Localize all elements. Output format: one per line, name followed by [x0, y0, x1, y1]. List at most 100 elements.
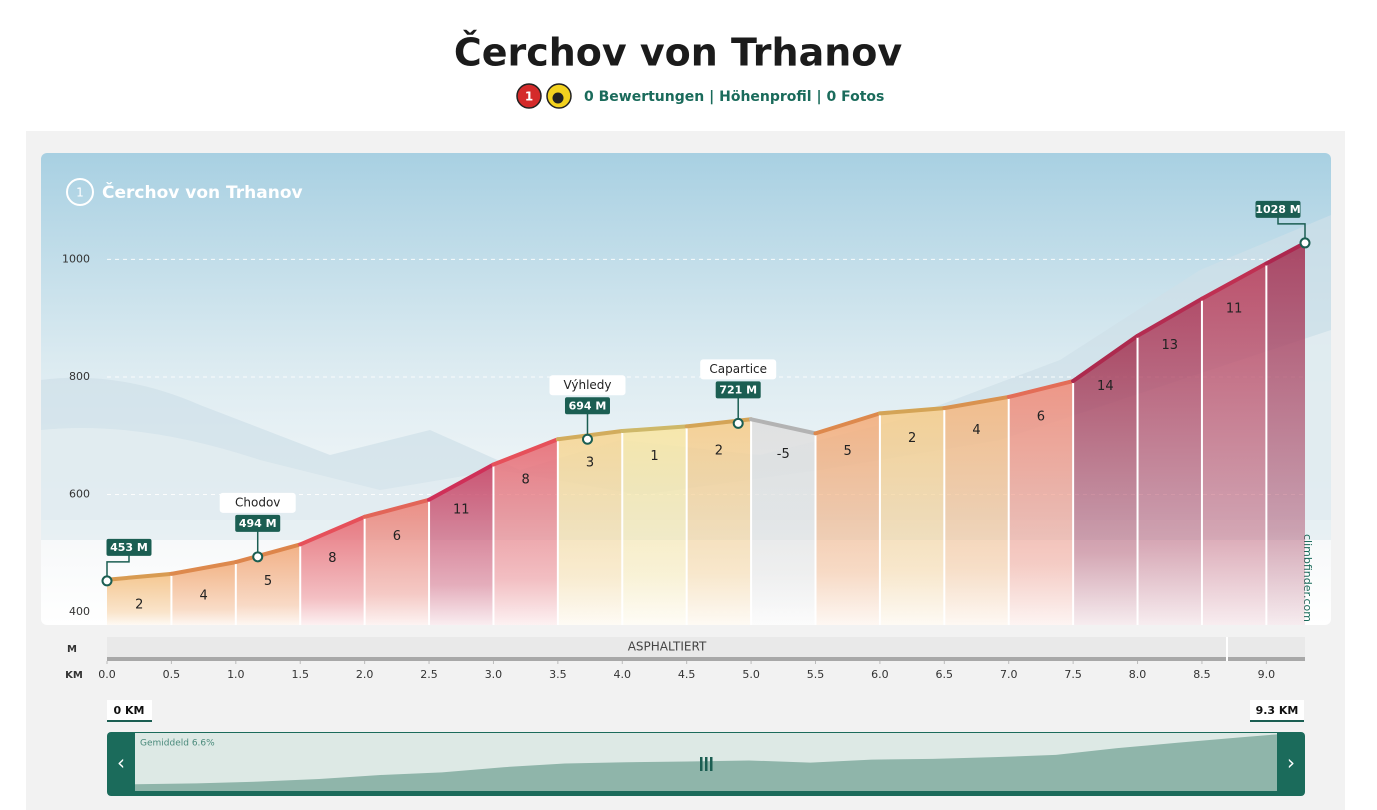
x-tick-label: 0.5	[163, 668, 181, 681]
surface-split	[1226, 637, 1228, 661]
place-name: Chodov	[235, 495, 280, 509]
elevation-box	[106, 538, 152, 556]
gradient-label: 5	[264, 574, 272, 589]
segment	[557, 431, 623, 625]
gradient-label: -5	[777, 447, 790, 462]
profile-line	[298, 514, 367, 547]
gradient-label: 2	[908, 431, 916, 446]
x-unit: KM	[65, 670, 83, 681]
segment	[1201, 263, 1267, 625]
x-tick-label: 8.0	[1129, 668, 1147, 681]
segment	[107, 573, 172, 625]
range-start: 0 KM	[114, 704, 145, 717]
gradient-label: 4	[199, 588, 207, 603]
page-title: Čerchov von Trhanov	[454, 31, 903, 75]
profile-line	[1135, 296, 1204, 338]
segment	[364, 499, 430, 625]
badge-number: 1	[525, 90, 533, 104]
minimap-handle[interactable]	[700, 757, 713, 771]
y-unit: M	[67, 644, 77, 655]
elevation-label: 494 M	[239, 517, 277, 530]
range-end-box	[1250, 700, 1304, 722]
gradient-label: 4	[972, 423, 980, 438]
gradient-label: 5	[844, 444, 852, 459]
x-tick-label: 8.5	[1193, 668, 1211, 681]
place-name: Capartice	[709, 362, 767, 376]
chart-badge	[66, 178, 94, 206]
elevation-box	[715, 381, 761, 399]
profile-line	[362, 497, 432, 519]
gradient-label: 2	[135, 597, 143, 612]
profile-line	[942, 394, 1011, 411]
marker	[1299, 237, 1311, 249]
link[interactable]: 0 Bewertungen	[584, 89, 704, 105]
segment	[171, 562, 236, 625]
profile-line	[491, 437, 560, 467]
profile-line	[749, 417, 818, 436]
profile-line	[1006, 379, 1076, 399]
profile-line	[233, 542, 303, 565]
profile-line	[105, 571, 174, 582]
range-start-line	[107, 720, 152, 722]
segment	[751, 419, 816, 625]
x-tick-label: 3.0	[485, 668, 503, 681]
x-tick-label: 0.0	[98, 668, 116, 681]
link[interactable]: Höhenprofil	[719, 89, 811, 105]
elevation-label: 1028 M	[1255, 203, 1300, 216]
segment	[235, 544, 301, 625]
gradient-label: 2	[715, 443, 723, 458]
segment	[1137, 298, 1202, 625]
gradient-label: 6	[1037, 410, 1045, 425]
segment	[944, 396, 1009, 625]
elevation-label: 694 M	[569, 399, 607, 412]
segment	[879, 408, 945, 625]
profile-line	[1071, 333, 1140, 384]
profile-line	[877, 406, 947, 416]
x-tick-label: 2.0	[356, 668, 374, 681]
difficulty-badge	[516, 83, 542, 109]
surface-bar	[107, 637, 1305, 658]
gradient-label: 1	[650, 449, 658, 464]
chart-title: Čerchov von Trhanov	[102, 181, 303, 203]
x-tick-label: 1.5	[291, 668, 309, 681]
profile-line	[1199, 261, 1269, 301]
gradient-label: 11	[1226, 302, 1243, 317]
minimap-left[interactable]: ‹	[117, 751, 125, 775]
elevation-box	[564, 397, 610, 415]
gradient-label: 8	[328, 551, 336, 566]
segment	[1266, 242, 1305, 626]
segment	[493, 439, 558, 625]
elevation-box	[1255, 200, 1301, 218]
surface-label: ASPHALTIERT	[628, 640, 707, 654]
x-tick-label: 4.5	[678, 668, 696, 681]
x-tick-label: 4.0	[614, 668, 632, 681]
bomb-icon	[552, 92, 564, 104]
place-name: Výhledy	[563, 378, 611, 392]
profile-line	[813, 411, 882, 436]
name-box	[219, 492, 296, 513]
x-tick-label: 6.5	[936, 668, 954, 681]
link[interactable]: 0 Fotos	[826, 89, 884, 105]
segment	[686, 419, 752, 625]
gradient-label: 8	[522, 472, 530, 487]
range-end-line	[1250, 720, 1304, 722]
profile-line	[620, 424, 689, 434]
segment	[1073, 335, 1138, 625]
name-box	[549, 375, 626, 396]
profile-line	[169, 560, 238, 576]
x-tick-label: 7.5	[1064, 668, 1082, 681]
minimap-right[interactable]: ›	[1287, 751, 1295, 775]
chart-badge-number: 1	[76, 186, 84, 200]
y-tick-label: 1000	[62, 252, 90, 265]
gradient-label: 14	[1097, 379, 1114, 394]
elevation-box	[235, 514, 281, 532]
range-end: 9.3 KM	[1256, 704, 1299, 717]
segment	[300, 516, 365, 625]
subtitle-links: 0 Bewertungen | Höhenprofil | 0 Fotos	[584, 89, 884, 105]
separator: |	[816, 89, 821, 105]
gradient-label: 6	[393, 529, 401, 544]
profile-line	[1264, 240, 1307, 266]
x-tick-label: 6.0	[871, 668, 889, 681]
segment	[815, 413, 880, 625]
